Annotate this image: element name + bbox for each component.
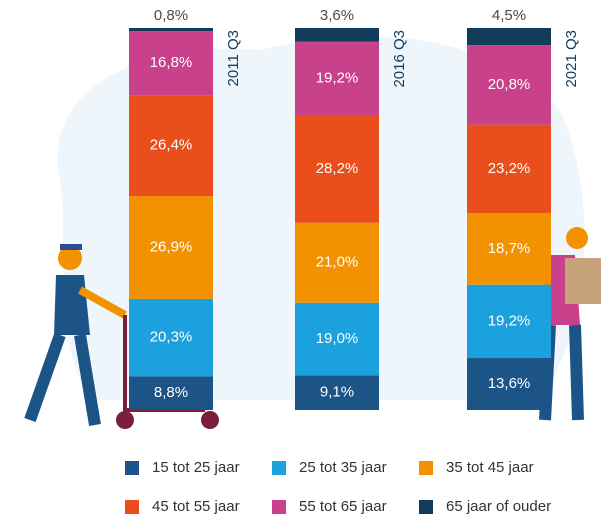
legend-label: 15 tot 25 jaar: [152, 459, 240, 476]
legend-swatch: [419, 461, 433, 475]
value-label: 9,1%: [320, 384, 354, 401]
bar-segment: [129, 298, 213, 377]
bar-segment: [467, 28, 551, 46]
value-label: 19,0%: [316, 330, 359, 347]
category-label: 2016 Q3: [391, 30, 408, 88]
value-label: 13,6%: [488, 375, 531, 392]
legend-swatch: [272, 500, 286, 514]
bar-segment: [467, 284, 551, 359]
value-label: 20,3%: [150, 329, 193, 346]
bar-segment: [295, 222, 379, 303]
value-label: 19,2%: [316, 69, 359, 86]
bar-segment: [129, 376, 213, 410]
legend-label: 25 tot 35 jaar: [299, 459, 387, 476]
value-label: 16,8%: [150, 54, 193, 71]
bar-segment: [295, 115, 379, 223]
value-label: 8,8%: [154, 384, 188, 401]
category-label: 2021 Q3: [563, 30, 580, 88]
value-label: 4,5%: [492, 7, 526, 24]
legend-label: 55 tot 65 jaar: [299, 498, 387, 515]
bar-segment: [467, 124, 551, 214]
legend-swatch: [419, 500, 433, 514]
illustration-left: [24, 244, 219, 429]
value-label: 26,4%: [150, 137, 193, 154]
value-label: 3,6%: [320, 7, 354, 24]
bar-segment: [295, 302, 379, 376]
bar-segment: [295, 375, 379, 410]
value-label: 23,2%: [488, 160, 531, 177]
value-label: 28,2%: [316, 160, 359, 177]
value-label: 0,8%: [154, 7, 188, 24]
legend-swatch: [272, 461, 286, 475]
bar-segment: [129, 95, 213, 197]
value-label: 18,7%: [488, 240, 531, 257]
bar-segment: [129, 196, 213, 299]
legend-label: 65 jaar of ouder: [446, 498, 551, 515]
legend-swatch: [125, 461, 139, 475]
value-label: 26,9%: [150, 238, 193, 255]
value-label: 20,8%: [488, 76, 531, 93]
bar-segment: [467, 45, 551, 125]
legend-label: 35 tot 45 jaar: [446, 459, 534, 476]
category-label: 2011 Q3: [225, 30, 242, 86]
legend-label: 45 tot 55 jaar: [152, 498, 240, 515]
bar-segment: [467, 358, 551, 410]
bar-segment: [467, 213, 551, 285]
bar-segment: [295, 28, 379, 42]
value-label: 21,0%: [316, 254, 359, 271]
legend-swatch: [125, 500, 139, 514]
bar-segment: [129, 31, 213, 96]
bar-segment: [295, 41, 379, 116]
bar-segment: [129, 28, 213, 32]
value-label: 19,2%: [488, 312, 531, 329]
